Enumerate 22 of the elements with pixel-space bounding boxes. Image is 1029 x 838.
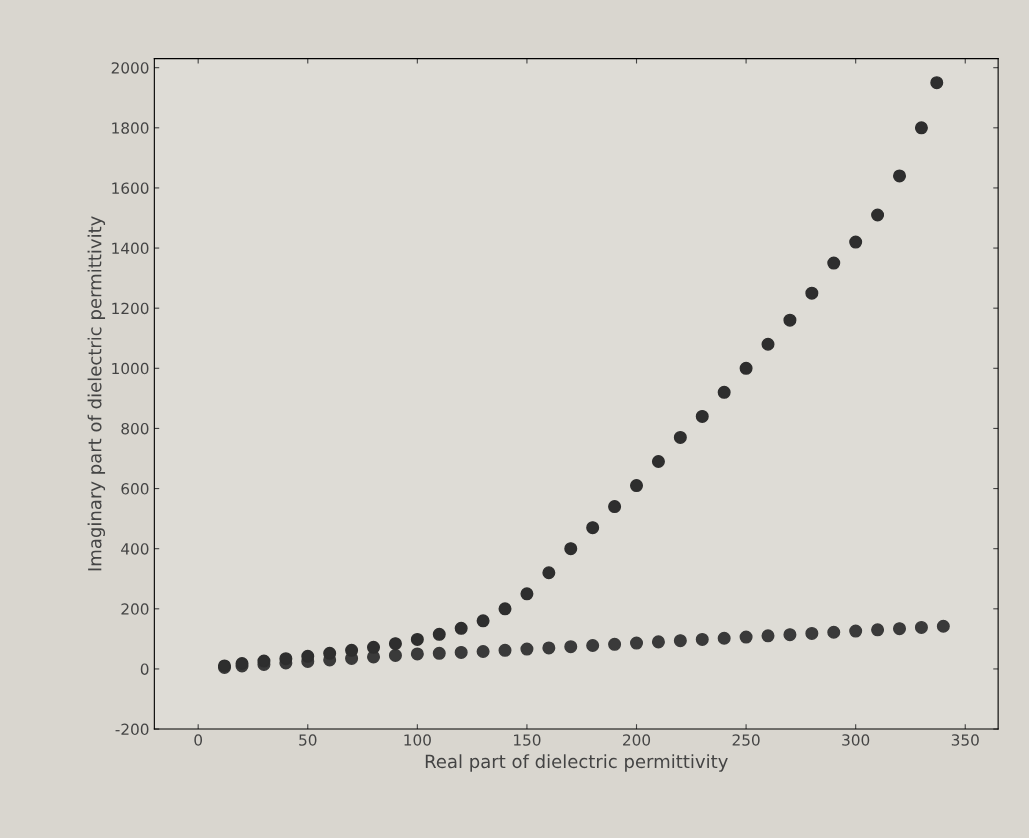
x-tick-label: 250 [732,734,760,746]
y-axis-title: Imaginary part of dielectric permittivity [87,216,106,571]
y-tick-label: 800 [121,422,149,435]
x-tick-label: 350 [951,734,979,746]
x-tick-label: 300 [842,734,870,746]
x-tick-label: 150 [514,734,541,746]
x-tick-label: 50 [299,734,317,746]
y-tick-label: -200 [115,723,149,736]
y-tick-label: 400 [121,543,149,555]
y-tick-label: 0 [140,663,149,675]
x-tick-label: 200 [623,734,651,746]
y-tick-label: 1600 [112,182,149,194]
y-tick-label: 600 [121,483,149,495]
y-tick-label: 1000 [112,362,149,375]
y-tick-label: 1800 [112,122,149,134]
y-tick-label: 1200 [112,302,149,315]
x-tick-label: 0 [194,734,203,746]
x-tick-label: 100 [404,734,431,746]
x-axis-title: Real part of dielectric permittivity [425,754,728,772]
y-tick-label: 200 [121,603,149,615]
y-tick-label: 2000 [111,62,149,74]
y-tick-label: 1400 [112,242,149,255]
